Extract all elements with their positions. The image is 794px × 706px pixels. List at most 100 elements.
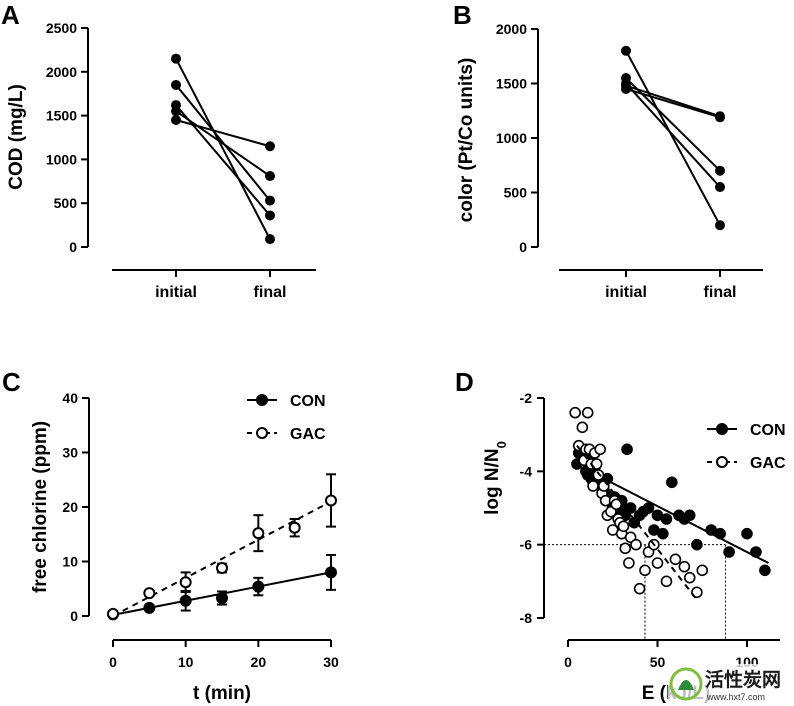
y-tick-label: 500 bbox=[54, 195, 78, 211]
watermark-logo bbox=[669, 667, 703, 701]
legend-label: CON bbox=[290, 393, 326, 410]
data-point bbox=[171, 53, 181, 64]
data-point bbox=[666, 476, 678, 489]
data-point bbox=[179, 594, 192, 607]
data-point bbox=[639, 564, 651, 577]
series-line bbox=[625, 87, 721, 119]
data-point bbox=[265, 171, 275, 182]
data-point bbox=[597, 480, 610, 492]
data-point bbox=[171, 114, 181, 125]
y-tick-label: 0 bbox=[70, 608, 78, 624]
data-point bbox=[623, 557, 635, 569]
y-tick-label: 40 bbox=[62, 390, 78, 406]
data-point bbox=[265, 141, 275, 152]
x-tick-label: 20 bbox=[251, 654, 267, 670]
x-tick-label: 10 bbox=[178, 654, 194, 670]
x-tick-label: initial bbox=[155, 284, 197, 301]
watermark-name: 活性炭网 bbox=[705, 668, 781, 691]
y-axis-label: color (Pt/Co units) bbox=[456, 58, 477, 223]
data-point bbox=[669, 553, 682, 566]
y-tick-label: 0 bbox=[519, 239, 527, 255]
data-point bbox=[683, 509, 696, 522]
fit-line bbox=[581, 466, 769, 564]
y-tick-label: 10 bbox=[62, 554, 78, 570]
data-point bbox=[265, 234, 275, 245]
data-point bbox=[216, 562, 228, 575]
data-point bbox=[696, 564, 709, 577]
y-axis-label: free chlorine (ppm) bbox=[30, 421, 51, 593]
legend-label: CON bbox=[750, 422, 786, 439]
y-tick-label: 20 bbox=[62, 499, 78, 515]
y-tick-label: 1500 bbox=[496, 76, 527, 92]
y-tick-label: 0 bbox=[69, 239, 77, 255]
data-point bbox=[288, 521, 301, 534]
panel-b: B 0 500 1000 1500 2000 initial final color (Pt/C… bbox=[453, 0, 763, 301]
data-point bbox=[594, 443, 607, 456]
data-point bbox=[660, 513, 673, 525]
data-point bbox=[715, 220, 725, 231]
data-point bbox=[621, 443, 633, 456]
y-tick-label: -2 bbox=[520, 390, 533, 406]
x-tick-label: 0 bbox=[564, 654, 572, 670]
data-point bbox=[619, 542, 632, 555]
legend-marker bbox=[256, 394, 268, 406]
series bbox=[621, 83, 725, 123]
series-line bbox=[625, 82, 721, 188]
data-point bbox=[621, 45, 631, 56]
data-point bbox=[642, 502, 655, 514]
watermark-leaf-icon bbox=[678, 680, 694, 690]
y-tick-label: -4 bbox=[520, 463, 533, 479]
series-line bbox=[175, 110, 271, 177]
x-tick-label: final bbox=[704, 284, 737, 301]
data-point bbox=[107, 607, 119, 620]
data-point bbox=[678, 560, 691, 573]
panel-label: C bbox=[2, 367, 21, 397]
series-line bbox=[625, 77, 721, 172]
series-line bbox=[625, 50, 721, 226]
y-tick-label: -6 bbox=[520, 537, 533, 553]
data-point bbox=[657, 527, 669, 540]
panel-label: A bbox=[1, 0, 20, 30]
x-axis-label: t (min) bbox=[193, 683, 251, 704]
series bbox=[621, 78, 725, 193]
x-tick-label: 30 bbox=[323, 654, 339, 670]
data-point bbox=[569, 406, 581, 419]
data-point bbox=[715, 182, 725, 193]
series-line bbox=[625, 84, 721, 118]
data-point bbox=[633, 582, 646, 595]
data-point bbox=[715, 165, 725, 176]
data-point bbox=[621, 83, 631, 94]
y-tick-label: 2000 bbox=[496, 21, 527, 37]
data-point bbox=[610, 498, 623, 511]
data-point bbox=[581, 406, 594, 419]
data-point bbox=[216, 592, 228, 605]
series-gac: GAC bbox=[569, 406, 786, 601]
y-axis-label-subscript: 0 bbox=[494, 441, 509, 448]
data-point bbox=[179, 576, 192, 589]
data-point bbox=[576, 421, 589, 434]
data-point bbox=[683, 571, 696, 584]
data-point bbox=[252, 580, 265, 593]
x-tick-label: final bbox=[254, 284, 287, 301]
data-point bbox=[265, 195, 275, 206]
data-point bbox=[325, 494, 337, 507]
data-point bbox=[630, 538, 642, 551]
data-point bbox=[587, 480, 599, 492]
data-point bbox=[723, 546, 735, 558]
series-line bbox=[175, 119, 271, 148]
data-point bbox=[171, 79, 181, 90]
legend-marker bbox=[256, 427, 268, 439]
data-point bbox=[325, 566, 337, 579]
legend-marker bbox=[716, 423, 728, 435]
data-point bbox=[651, 557, 664, 569]
x-tick-label: 0 bbox=[109, 654, 117, 670]
legend-label: GAC bbox=[290, 426, 326, 443]
data-point bbox=[617, 520, 630, 533]
data-point bbox=[265, 210, 275, 221]
y-axis-label: log N/N0 bbox=[482, 441, 509, 515]
data-point bbox=[715, 112, 725, 123]
y-tick-label: 1000 bbox=[46, 151, 77, 167]
y-tick-label: 500 bbox=[504, 185, 528, 201]
